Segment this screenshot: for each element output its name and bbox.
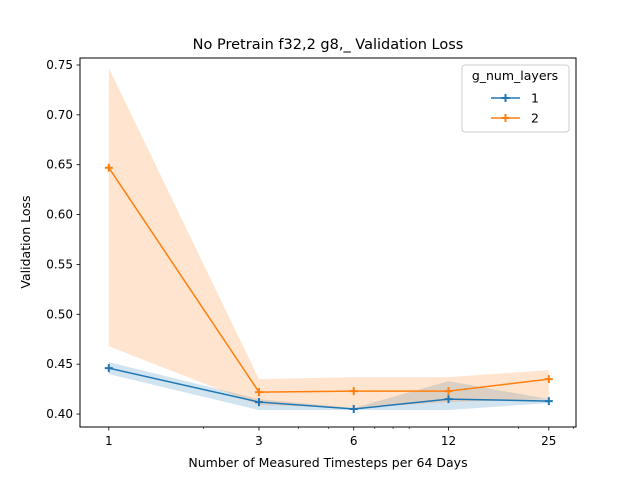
series-2-point (444, 387, 453, 396)
y-tick-label: 0.55 (46, 257, 73, 271)
series-1-point (349, 405, 358, 414)
legend-title: g_num_layers (472, 68, 558, 83)
series-1-ci-band (108, 362, 549, 411)
y-tick-label: 0.70 (46, 108, 73, 122)
series-2-point (254, 388, 263, 397)
x-tick-label: 3 (255, 434, 263, 448)
plot-area (104, 67, 553, 414)
y-tick-label: 0.45 (46, 357, 73, 371)
y-tick-label: 0.50 (46, 307, 73, 321)
series-1-point (254, 398, 263, 407)
x-tick-label: 6 (350, 434, 358, 448)
series-2-ci-band (108, 67, 549, 409)
y-tick-label: 0.40 (46, 407, 73, 421)
x-tick-label: 12 (441, 434, 456, 448)
chart-title: No Pretrain f32,2 g8,_ Validation Loss (193, 37, 464, 53)
legend: g_num_layers 1 2 (461, 64, 570, 133)
legend-marker-2 (501, 114, 510, 122)
legend-label-1: 1 (531, 91, 539, 106)
y-tick-label: 0.60 (46, 208, 73, 222)
y-tick-label: 0.65 (46, 158, 73, 172)
y-axis-label: Validation Loss (18, 195, 33, 288)
x-tick-label: 25 (541, 434, 556, 448)
x-axis-label: Number of Measured Timesteps per 64 Days (188, 455, 467, 470)
legend-marker-1 (501, 94, 510, 102)
x-tick-label: 1 (105, 434, 113, 448)
series-1-point (444, 395, 453, 404)
x-axis: 1 3 6 12 25 (105, 427, 575, 448)
plot-frame (79, 57, 577, 428)
series-2-point (104, 163, 113, 172)
y-tick-label: 0.75 (46, 58, 73, 72)
series-2-point (544, 375, 553, 384)
series-1-point (104, 364, 113, 373)
series-2-point (349, 387, 358, 396)
y-axis: 0.40 0.45 0.50 0.55 0.60 0.65 0.70 0.75 (46, 58, 80, 421)
legend-label-2: 2 (531, 111, 539, 126)
series-1-point (544, 397, 553, 406)
